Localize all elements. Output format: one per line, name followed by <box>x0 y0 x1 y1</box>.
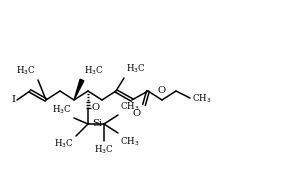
Text: O: O <box>92 104 100 112</box>
Text: H$_3$C: H$_3$C <box>126 62 146 75</box>
Text: H$_3$C: H$_3$C <box>16 64 36 77</box>
Text: O: O <box>133 109 141 118</box>
Text: CH$_3$: CH$_3$ <box>120 135 140 147</box>
Text: O: O <box>158 86 166 95</box>
Text: H$_3$C: H$_3$C <box>84 64 104 77</box>
Text: H$_3$C: H$_3$C <box>52 104 72 116</box>
Text: Si: Si <box>92 120 102 128</box>
Text: I: I <box>11 96 15 104</box>
Polygon shape <box>74 79 84 100</box>
Text: H$_3$C: H$_3$C <box>54 138 74 151</box>
Text: H$_3$C: H$_3$C <box>94 144 114 157</box>
Text: CH$_3$: CH$_3$ <box>120 100 140 113</box>
Text: CH$_3$: CH$_3$ <box>192 93 211 105</box>
